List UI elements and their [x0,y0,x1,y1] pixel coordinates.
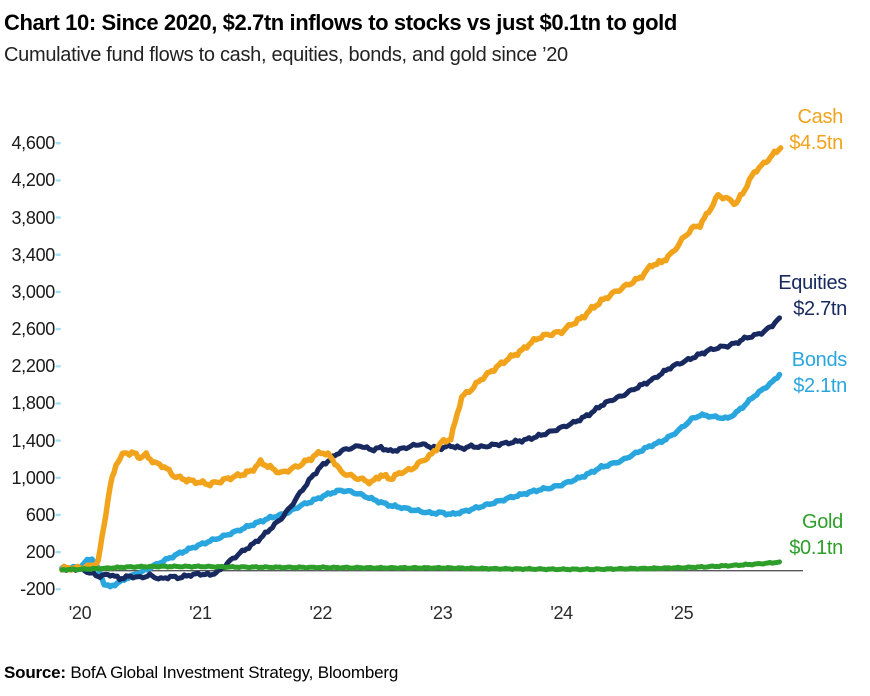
y-tick-label: 200 [25,542,55,563]
y-tick-label: 3,800 [11,207,55,228]
y-axis-tick [55,142,61,145]
y-tick-label: 2,600 [11,319,55,340]
chart-title: Chart 10: Since 2020, $2.7tn inflows to … [4,10,677,35]
y-axis-tick [55,216,61,219]
series-label-name: Gold [801,511,843,533]
y-tick-label: -200 [20,579,55,600]
y-axis-tick [55,290,61,294]
source-label: Source: [4,663,66,682]
x-tick-label: '20 [68,603,92,623]
y-axis-tick [55,439,61,442]
chart-subtitle: Cumulative fund flows to cash, equities,… [4,44,568,66]
x-tick-label: '22 [309,603,333,623]
series-label-equities: Equities $2.7tn [778,270,847,322]
series-label-name: Equities [778,272,847,294]
x-tick-label: '21 [189,603,212,623]
series-label-bonds: Bonds $2.1tn [791,347,848,399]
series-line-cash [59,145,784,573]
y-axis-tick [55,179,61,182]
y-axis-tick [55,365,61,368]
series-label-value: $4.5tn [789,132,843,154]
series-line-bonds [59,371,783,590]
series-label-gold: Gold $0.1tn [789,509,843,561]
y-axis-tick [55,513,61,517]
series-line-equities [59,315,782,583]
y-tick-label: 3,400 [11,244,55,265]
series-label-value: $2.1tn [793,375,847,397]
y-axis-tick [55,476,61,479]
y-axis-tick [55,327,61,331]
y-axis-tick [55,402,61,405]
series-label-name: Bonds [791,349,848,371]
x-tick-label: '25 [670,603,694,623]
series-label-value: $2.7tn [793,298,847,320]
source-text: BofA Global Investment Strategy, Bloombe… [65,663,399,682]
series-label-value: $0.1tn [789,537,843,559]
x-tick-label: '24 [550,603,573,623]
x-tick-label: '23 [429,603,453,623]
source-note: Source: BofA Global Investment Strategy,… [4,663,398,683]
y-tick-label: 4,200 [11,170,55,191]
y-axis-tick [55,253,61,256]
series-label-cash: Cash $4.5tn [789,104,843,156]
y-tick-label: 1,800 [11,393,55,414]
y-tick-label: 600 [25,504,55,525]
y-tick-label: 4,600 [11,133,55,154]
y-tick-label: 1,000 [11,467,55,488]
y-tick-label: 1,400 [11,430,55,451]
y-axis-tick [55,588,61,591]
y-tick-label: 2,200 [11,356,55,377]
y-axis-tick [55,550,61,554]
series-label-name: Cash [797,106,844,128]
series-line-gold [59,559,782,573]
y-tick-label: 3,000 [11,281,55,302]
